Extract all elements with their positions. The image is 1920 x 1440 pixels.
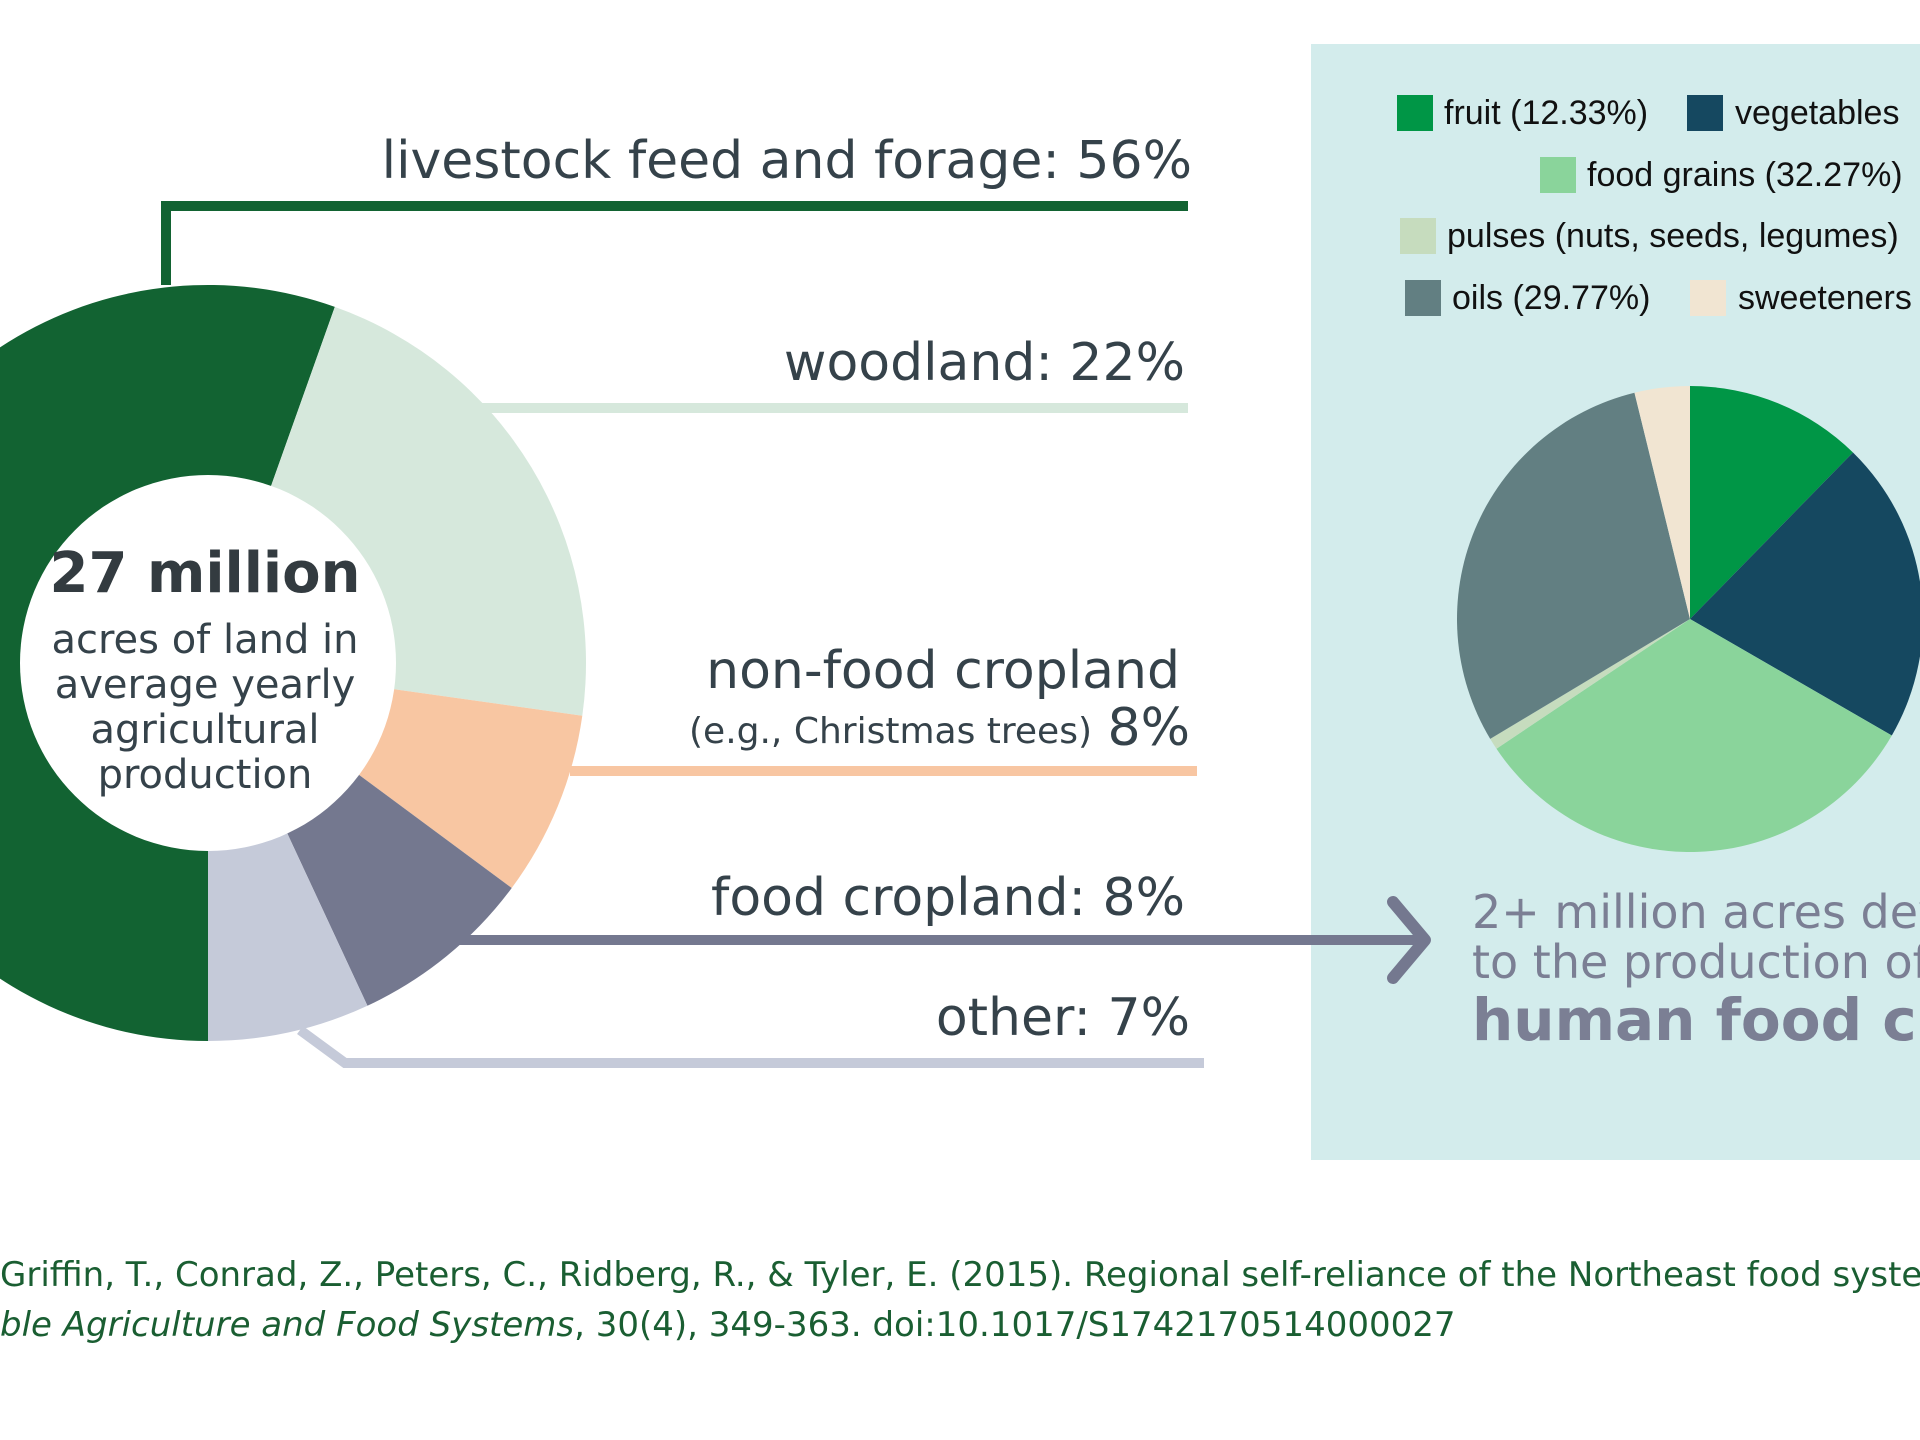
arrow-head (1387, 896, 1431, 984)
legend-item-fruit: fruit (12.33%) (1397, 94, 1648, 132)
label-livestock: livestock feed and forage: 56% (382, 131, 1192, 191)
legend-swatch (1405, 280, 1441, 316)
legend-label: oils (29.77%) (1452, 279, 1650, 317)
caption-line-3: human food crop (1472, 986, 1920, 1054)
leader-line-livestock (161, 201, 1188, 285)
legend-label: sweeteners (1738, 279, 1912, 317)
donut-center-headline: 27 million (50, 541, 361, 606)
legend-item-vegetables: vegetables (1687, 94, 1899, 132)
legend-item-oils: oils (29.77%) (1405, 279, 1650, 317)
legend-item-pulses: pulses (nuts, seeds, legumes) (1400, 217, 1899, 255)
legend-swatch (1690, 280, 1726, 316)
legend-swatch (1397, 95, 1433, 131)
label-other: other: 7% (936, 988, 1190, 1048)
donut-center-line: acres of land in (51, 617, 358, 663)
label-food-cropland: food cropland: 8% (711, 868, 1185, 928)
citation-details: , 30(4), 349-363. doi:10.1017/S174217051… (574, 1305, 1456, 1345)
legend-label: food grains (32.27%) (1587, 156, 1903, 194)
pie-slice-oils (1457, 392, 1690, 739)
label-nonfood-note: (e.g., Christmas trees) (689, 711, 1092, 752)
pie-slice-food (1496, 619, 1892, 853)
donut-center-hole (20, 475, 396, 851)
label-nonfood-pct: 8% (1108, 698, 1191, 758)
legend-swatch (1540, 157, 1576, 193)
pie-slice-sweeteners (1634, 386, 1690, 619)
label-nonfood: non-food cropland (706, 641, 1180, 701)
legend-label: vegetables (1735, 94, 1899, 132)
donut-center-line: production (98, 752, 313, 798)
citation-line-1: Griffin, T., Conrad, Z., Peters, C., Rid… (0, 1255, 1920, 1295)
legend-item-sweeteners: sweeteners (1690, 279, 1912, 317)
leader-line-other (297, 1025, 1204, 1068)
citation-line-2: ble Agriculture and Food Systems, 30(4),… (0, 1305, 1456, 1345)
food-crops-pie-chart (1457, 386, 1920, 853)
label-woodland: woodland: 22% (784, 333, 1185, 393)
legend-label: fruit (12.33%) (1444, 94, 1648, 132)
legend-item-food-grains: food grains (32.27%) (1540, 156, 1903, 194)
caption-line-2: to the production of (1472, 935, 1920, 989)
pie-slice-fruit (1690, 386, 1853, 619)
caption-line-1: 2+ million acres devo (1472, 885, 1920, 939)
pie-slice-pulses (1490, 619, 1690, 749)
donut-center-line: agricultural (90, 707, 319, 753)
legend-label: pulses (nuts, seeds, legumes) (1447, 217, 1899, 255)
legend-swatch (1400, 218, 1436, 254)
citation-journal: ble Agriculture and Food Systems (0, 1305, 575, 1345)
legend-swatch (1687, 95, 1723, 131)
pie-slice-vegetables (1690, 452, 1920, 736)
donut-center-line: average yearly (55, 662, 356, 708)
